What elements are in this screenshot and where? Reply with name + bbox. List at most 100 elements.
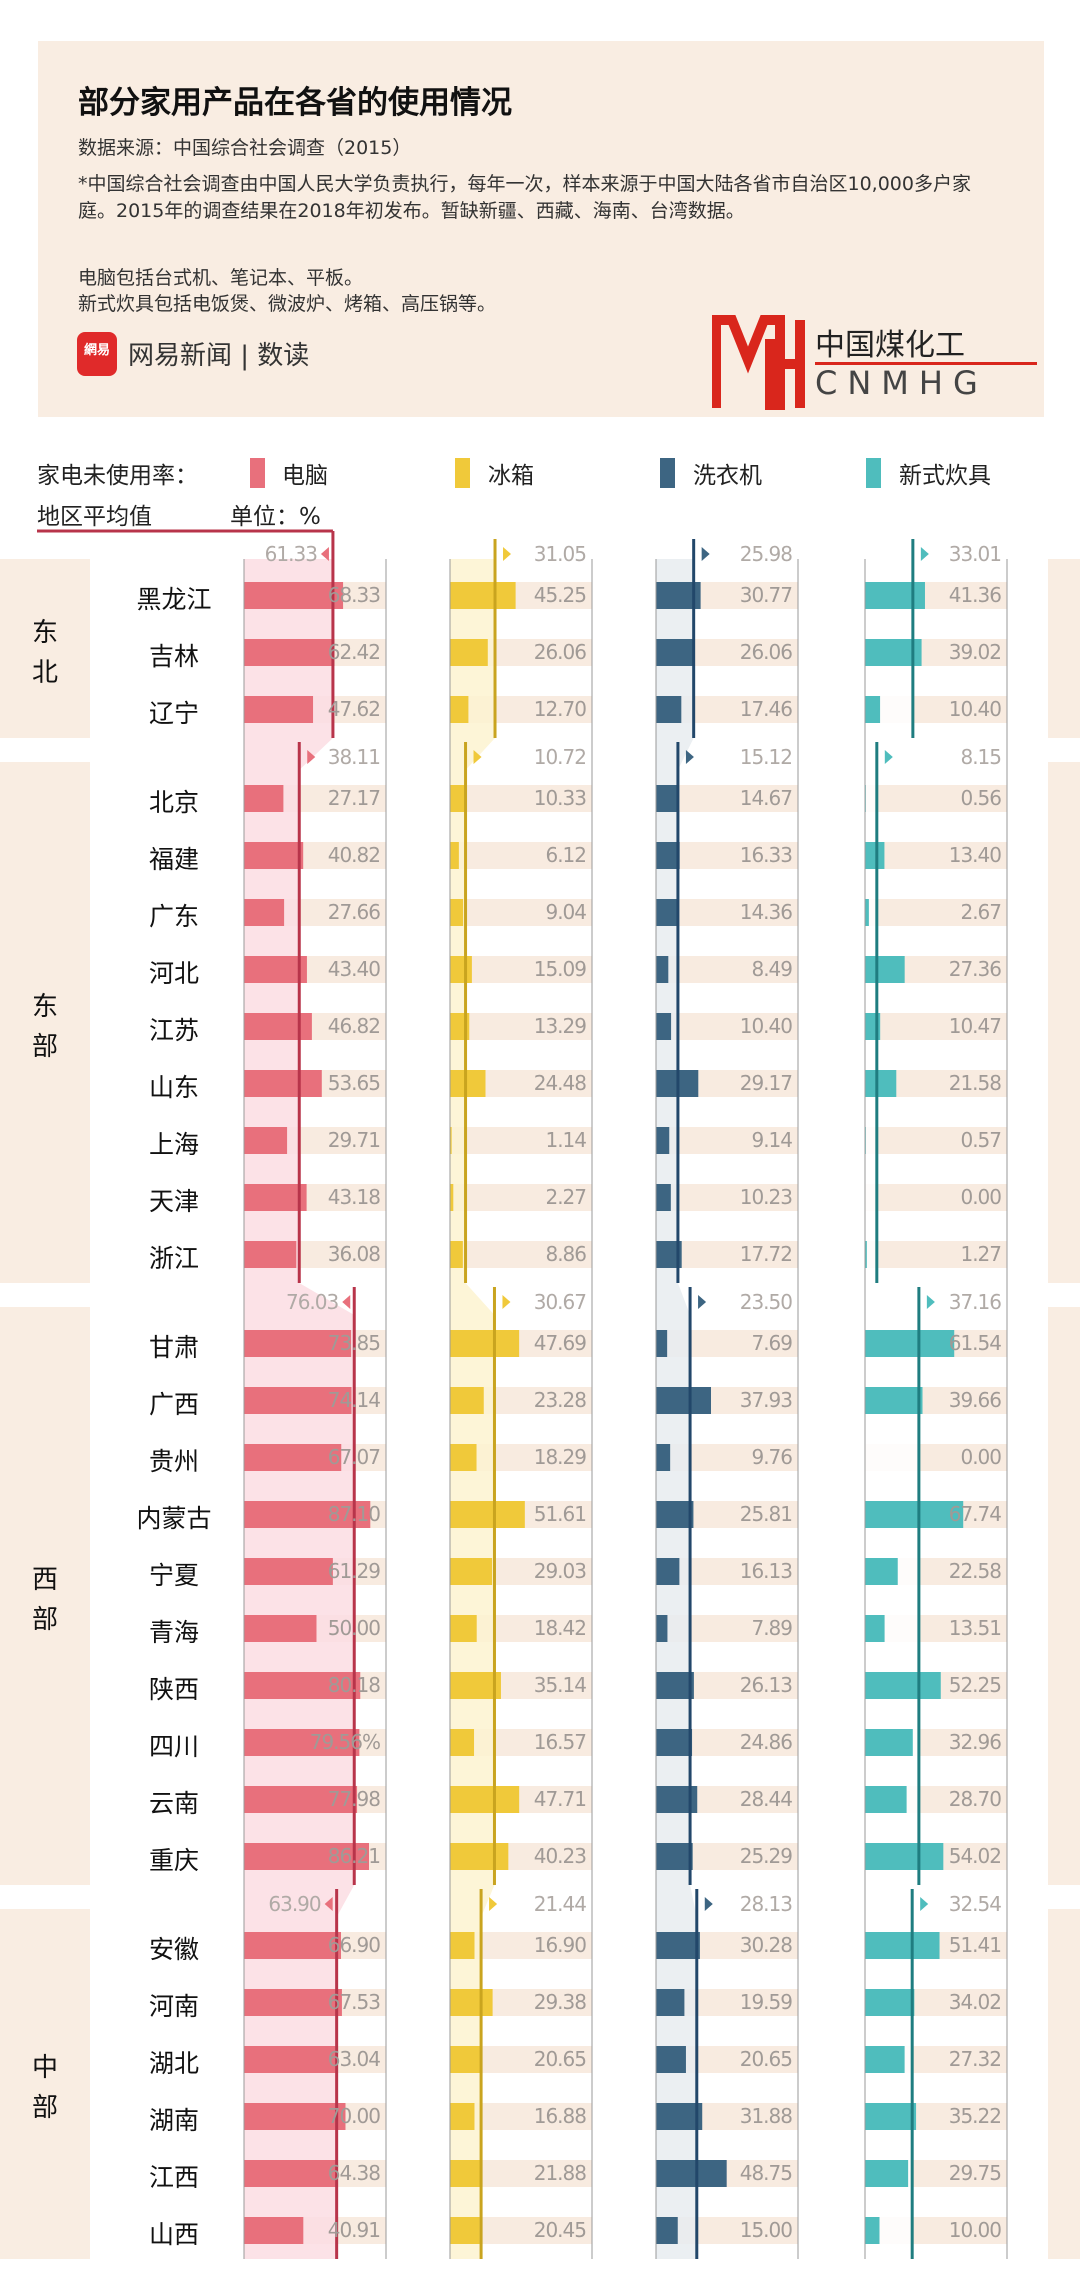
row-strip xyxy=(656,1013,798,1040)
bar-cooker xyxy=(865,1843,944,1870)
value-label-washer: 25.29 xyxy=(739,1843,793,1868)
value-label-washer: 16.13 xyxy=(739,1558,793,1583)
value-label-fridge: 51.61 xyxy=(533,1501,587,1526)
value-label-fridge: 47.69 xyxy=(533,1330,587,1355)
region-block xyxy=(0,559,90,738)
value-label-fridge: 9.04 xyxy=(545,899,587,924)
value-label-computer: 80.18 xyxy=(327,1672,381,1697)
watermark-text-en: CNMHG xyxy=(815,364,988,402)
bar-fridge xyxy=(450,1387,484,1414)
bar-computer xyxy=(244,956,307,983)
bar-fridge xyxy=(450,1989,493,2016)
region-label: 中部 xyxy=(31,2053,58,2123)
row-strip xyxy=(450,1013,592,1040)
bar-fridge xyxy=(450,1070,486,1097)
brand-name: 网易新闻 | 数读 xyxy=(128,341,310,371)
value-label-computer: 79.56% xyxy=(309,1729,381,1754)
bar-fridge xyxy=(450,785,465,812)
bar-washer xyxy=(656,1615,668,1642)
bar-fridge xyxy=(450,956,472,983)
avg-marker-washer xyxy=(704,1897,713,1911)
bar-washer xyxy=(656,1989,685,2016)
value-label-washer: 48.75 xyxy=(739,2160,793,2185)
legend-swatch-washer xyxy=(660,458,675,488)
value-label-fridge: 29.38 xyxy=(533,1989,587,2014)
avg-marker-cooker xyxy=(926,1295,935,1309)
value-label-fridge: 18.29 xyxy=(533,1444,587,1469)
bar-fridge xyxy=(450,842,459,869)
row-strip xyxy=(865,842,1007,869)
value-label-computer: 86.21 xyxy=(327,1843,381,1868)
avg-label-washer: 25.98 xyxy=(739,542,793,566)
unit-label: 单位：% xyxy=(230,504,321,530)
bar-computer xyxy=(244,1786,358,1813)
legend-title: 家电未使用率： xyxy=(37,463,198,489)
row-strip xyxy=(450,1241,592,1268)
bar-fridge xyxy=(450,1615,477,1642)
row-strip xyxy=(450,1184,592,1211)
region-block xyxy=(0,1307,90,1885)
row-strip xyxy=(865,1184,1007,1211)
value-label-washer: 30.28 xyxy=(739,1932,793,1957)
bar-washer xyxy=(656,1501,694,1528)
watermark-divider xyxy=(815,362,1037,365)
region-block-right xyxy=(1048,559,1080,738)
value-label-cooker: 2.67 xyxy=(960,899,1002,924)
row-strip xyxy=(865,1241,1007,1268)
bar-fridge xyxy=(450,1127,452,1154)
value-label-washer: 7.69 xyxy=(751,1330,793,1355)
region-label: 东部 xyxy=(31,991,58,1062)
avg-label-fridge: 21.44 xyxy=(533,1892,587,1916)
bar-computer xyxy=(244,1444,342,1471)
value-label-cooker: 1.27 xyxy=(960,1241,1002,1266)
bar-fridge xyxy=(450,899,464,926)
bar-computer xyxy=(244,1729,360,1756)
bar-cooker xyxy=(865,2103,917,2130)
province-name: 福建 xyxy=(148,844,199,874)
value-label-fridge: 16.88 xyxy=(533,2103,587,2128)
bar-fridge xyxy=(450,1444,477,1471)
row-strip xyxy=(450,956,592,983)
province-name: 湖北 xyxy=(148,2048,199,2078)
avg-marker-washer xyxy=(698,1295,707,1309)
region-block-right xyxy=(1048,1909,1080,2259)
province-name: 甘肃 xyxy=(148,1332,199,1362)
value-label-computer: 87.10 xyxy=(327,1501,381,1526)
value-label-fridge: 20.45 xyxy=(533,2217,587,2242)
value-label-washer: 17.46 xyxy=(739,696,793,721)
bar-fridge xyxy=(450,1932,475,1959)
value-label-fridge: 16.90 xyxy=(533,1932,587,1957)
row-strip xyxy=(656,956,798,983)
region-block xyxy=(0,1909,90,2259)
header-panel: 部分家用产品在各省的使用情况 数据来源：中国综合社会调查（2015） *中国综合… xyxy=(38,41,1044,417)
province-name: 辽宁 xyxy=(148,698,199,728)
avg-label-computer: 38.11 xyxy=(327,745,381,769)
value-label-computer: 61.29 xyxy=(327,1558,381,1583)
bar-computer xyxy=(244,639,335,666)
value-label-fridge: 40.23 xyxy=(533,1843,587,1868)
value-label-computer: 77.98 xyxy=(327,1786,381,1811)
value-label-washer: 16.33 xyxy=(739,842,793,867)
value-label-cooker: 52.25 xyxy=(948,1672,1002,1697)
row-strip xyxy=(450,785,592,812)
bar-washer xyxy=(656,956,669,983)
avg-marker-computer xyxy=(324,1897,333,1911)
province-name: 北京 xyxy=(148,787,199,817)
value-label-cooker: 54.02 xyxy=(948,1843,1002,1868)
bar-computer xyxy=(244,1843,370,1870)
avg-label-cooker: 8.15 xyxy=(960,745,1002,769)
bar-computer xyxy=(244,1241,297,1268)
value-label-washer: 28.44 xyxy=(739,1786,793,1811)
province-name: 山西 xyxy=(148,2219,199,2249)
avg-label-fridge: 31.05 xyxy=(533,542,587,566)
value-label-computer: 68.33 xyxy=(327,582,381,607)
bar-computer xyxy=(244,785,284,812)
value-label-cooker: 0.00 xyxy=(960,1184,1002,1209)
province-name: 上海 xyxy=(148,1129,199,1159)
avg-label-washer: 23.50 xyxy=(739,1290,793,1314)
cnmhg-logo-icon xyxy=(712,315,805,410)
legend-swatch-computer xyxy=(250,458,265,488)
value-label-cooker: 0.56 xyxy=(960,785,1002,810)
avg-marker-fridge xyxy=(503,547,512,561)
